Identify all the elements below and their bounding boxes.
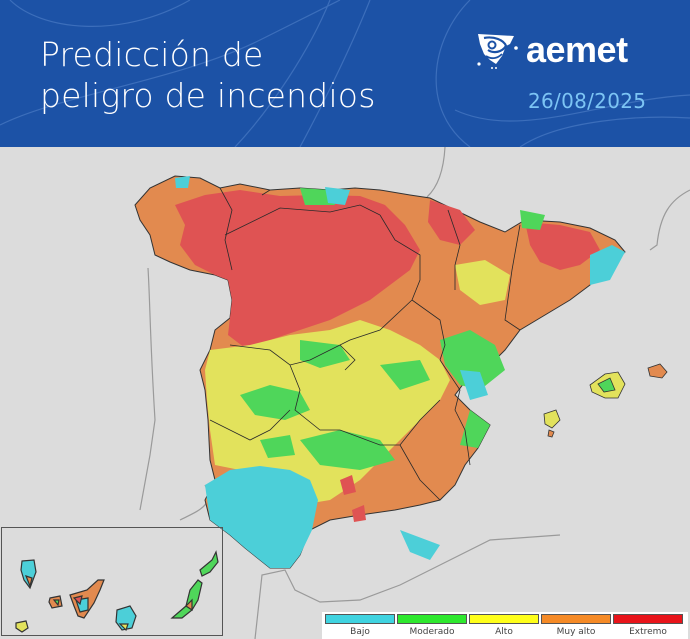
canary-islands-inset	[1, 527, 223, 636]
header-banner: Predicción de peligro de incendios aemet…	[0, 0, 690, 147]
canary-islands-map	[15, 550, 219, 633]
forecast-date: 26/08/2025	[528, 89, 647, 113]
regional-borders	[209, 187, 521, 501]
title-line-2: peligro de incendios	[40, 76, 376, 115]
title-line-1: Predicción de	[40, 35, 264, 74]
moderado-zones	[240, 188, 545, 470]
legend-labels: Bajo Moderado Alto Muy alto Extremo	[325, 626, 683, 638]
extremo-zone-aragon	[428, 200, 475, 245]
legend-label-alto: Alto	[495, 627, 513, 637]
legend-swatch-muy-alto	[541, 614, 611, 624]
legend-label-muy-alto: Muy alto	[556, 627, 596, 637]
extremo-zones-south	[340, 475, 366, 522]
extremo-zone-northeast	[525, 222, 600, 270]
aemet-logo-text: aemet	[526, 29, 628, 70]
page-title: Predicción de peligro de incendios	[40, 34, 376, 116]
legend-swatch-bajo	[325, 614, 395, 624]
legend-label-moderado: Moderado	[409, 627, 455, 637]
bajo-zones	[175, 176, 625, 568]
legend-swatch-extremo	[613, 614, 683, 624]
legend-swatch-alto	[469, 614, 539, 624]
fire-danger-legend: Bajo Moderado Alto Muy alto Extremo	[322, 612, 688, 639]
aemet-logo-icon	[477, 34, 518, 69]
legend-label-extremo: Extremo	[629, 627, 667, 637]
neighbour-borders	[139, 147, 690, 639]
balearic-islands	[543, 363, 668, 438]
fire-danger-map	[134, 147, 690, 639]
legend-label-bajo: Bajo	[350, 627, 370, 637]
decorative-wave-lines	[0, 0, 690, 147]
legend-swatches	[325, 614, 683, 624]
alto-zone-ebro	[455, 260, 510, 305]
legend-swatch-moderado	[397, 614, 467, 624]
aemet-logo: aemet	[476, 30, 628, 70]
